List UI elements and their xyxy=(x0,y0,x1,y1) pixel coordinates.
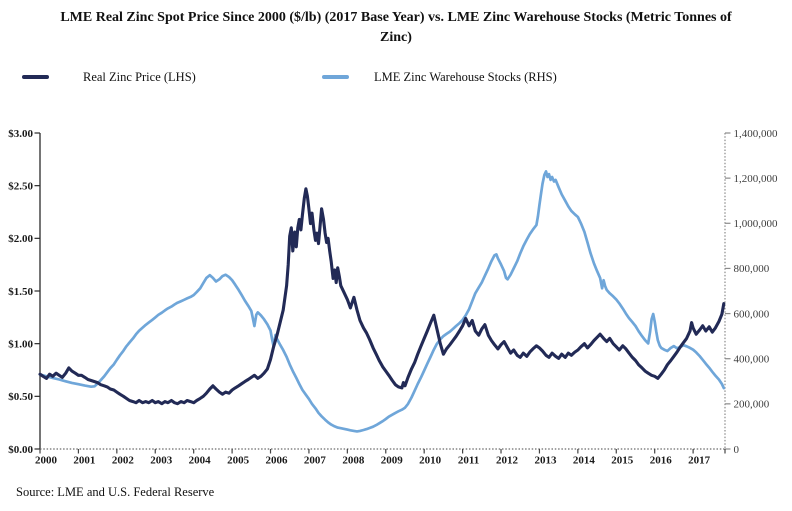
left-axis-tick-label: $2.50 xyxy=(8,180,33,192)
left-axis-tick-label: $3.00 xyxy=(8,128,33,140)
right-axis-tick-label: 200,000 xyxy=(734,399,770,411)
legend-item-price: Real Zinc Price (LHS) xyxy=(22,69,196,85)
x-axis-tick-label: 2010 xyxy=(419,455,442,467)
x-axis-tick-label: 2003 xyxy=(150,455,173,467)
x-axis-tick-label: 2007 xyxy=(304,455,327,467)
x-axis-tick-label: 2004 xyxy=(189,455,212,467)
right-axis-tick-label: 1,400,000 xyxy=(734,128,779,140)
left-axis-tick-label: $0.50 xyxy=(8,391,33,403)
price-line-swatch xyxy=(22,74,49,80)
warehouse-stocks-line xyxy=(38,170,726,433)
x-axis-tick-label: 2016 xyxy=(650,455,673,467)
x-axis-tick-label: 2013 xyxy=(534,455,557,467)
right-axis-tick-label: 400,000 xyxy=(734,354,770,366)
right-axis-tick-label: 800,000 xyxy=(734,263,770,275)
source-note: Source: LME and U.S. Federal Reserve xyxy=(16,485,215,499)
left-axis-tick-label: $0.00 xyxy=(8,444,33,456)
x-axis-tick-label: 2017 xyxy=(688,455,711,467)
left-axis-tick-label: $2.00 xyxy=(8,233,33,245)
x-axis-tick-label: 2014 xyxy=(573,455,596,467)
legend-label-stocks: LME Zinc Warehouse Stocks (RHS) xyxy=(374,69,557,84)
left-axis-tick-label: $1.00 xyxy=(8,338,33,350)
left-axis-tick-label: $1.50 xyxy=(8,286,33,298)
legend-label-price: Real Zinc Price (LHS) xyxy=(83,69,196,84)
right-axis-tick-label: 1,000,000 xyxy=(734,218,779,230)
x-axis-tick-label: 2002 xyxy=(112,455,135,467)
x-axis-tick-label: 2006 xyxy=(266,455,289,467)
x-axis-tick-label: 2005 xyxy=(227,455,250,467)
chart-title: LME Real Zinc Spot Price Since 2000 ($/l… xyxy=(60,10,732,46)
right-axis-tick-label: 1,200,000 xyxy=(734,173,779,185)
stocks-line-swatch xyxy=(322,74,349,80)
real-zinc-price-line xyxy=(38,187,726,406)
x-axis-tick-label: 2008 xyxy=(342,455,365,467)
x-axis-tick-label: 2000 xyxy=(35,455,58,467)
right-axis-tick-label: 600,000 xyxy=(734,308,770,320)
x-axis-tick-label: 2015 xyxy=(611,455,634,467)
right-axis-tick-label: 0 xyxy=(734,444,740,456)
x-axis-tick-label: 2009 xyxy=(381,455,404,467)
x-axis-tick-label: 2012 xyxy=(496,455,519,467)
x-axis-tick-label: 2011 xyxy=(458,455,479,467)
legend-item-stocks: LME Zinc Warehouse Stocks (RHS) xyxy=(322,69,557,85)
x-axis-tick-label: 2001 xyxy=(73,455,95,467)
